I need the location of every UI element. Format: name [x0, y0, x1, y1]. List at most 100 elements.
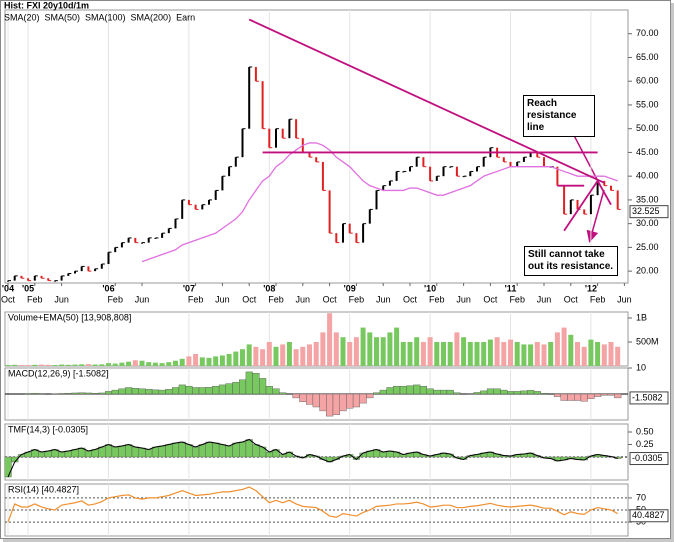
macd-bar [178, 384, 186, 395]
panel-border [4, 9, 629, 284]
volume-bar [166, 362, 172, 366]
value-label: -0.0305 [632, 453, 663, 463]
macd-bar [272, 388, 280, 395]
volume-bar [340, 337, 346, 366]
volume-bar [575, 342, 580, 366]
macd-bar [205, 387, 213, 395]
volume-bar [85, 364, 91, 366]
panel-title: Volume+EMA(50) [13,908,808] [8, 312, 131, 322]
y-tick-label: 70.00 [636, 28, 659, 38]
volume-bar [79, 364, 85, 366]
macd-bar [480, 390, 488, 395]
macd-bar [218, 384, 227, 395]
x-tick-label: Feb [509, 294, 525, 304]
volume-bar [508, 339, 513, 366]
volume-bar [608, 342, 614, 366]
macd-bar [493, 388, 501, 395]
volume-bar [273, 346, 279, 366]
tmf-bar [84, 450, 92, 458]
macd-bar [352, 393, 361, 408]
volume-bar [434, 342, 440, 366]
tmf-bar [98, 446, 106, 458]
x-year-label: '12 [585, 283, 597, 293]
volume-bar [494, 337, 500, 366]
tmf-bar [71, 449, 79, 458]
volume-bar [447, 342, 453, 366]
volume-bar [179, 358, 185, 366]
volume-bar [173, 360, 178, 366]
tmf-bar [238, 441, 247, 458]
macd-bar [339, 393, 347, 412]
annotation: Still cannot take out its resistance. [524, 246, 618, 276]
x-tick-label: Jun [537, 294, 552, 304]
volume-bar [394, 327, 400, 366]
macd-bar [192, 387, 200, 395]
x-tick-label: Jun [376, 294, 391, 304]
volume-bar [52, 365, 58, 366]
macd-bar [238, 379, 247, 395]
macd-bar [185, 386, 193, 395]
volume-bar [501, 342, 507, 366]
volume-bar [226, 354, 232, 366]
y-tick-label: 65.00 [636, 52, 659, 62]
volume-bar [568, 334, 574, 366]
macd-bar [574, 393, 582, 401]
y-tick-label: 70 [636, 492, 646, 502]
volume-bar [72, 364, 78, 366]
x-year-label: '05 [22, 283, 34, 293]
volume-bar [581, 346, 587, 366]
tmf-bar [252, 444, 260, 458]
macd-bar [326, 393, 334, 417]
volume-bar [461, 337, 467, 366]
volume-bar [240, 349, 245, 366]
volume-bar [333, 332, 339, 366]
volume-bar [246, 344, 252, 366]
value-box [629, 452, 669, 466]
macd-bar [279, 392, 287, 395]
macd-bar [319, 393, 327, 412]
legend-entry: SMA(50) [45, 12, 81, 22]
volume-bar [18, 365, 24, 366]
macd-bar [440, 389, 448, 395]
macd-bar [312, 393, 320, 408]
volume-bar [327, 313, 333, 366]
legend-entry: SMA(100) [85, 12, 126, 22]
legend-entry: SMA(200) [131, 12, 172, 22]
tmf-bar [131, 446, 139, 458]
x-tick-label: Jun [296, 294, 311, 304]
tmf-bar [225, 445, 233, 458]
y-tick-label: 40.00 [636, 171, 659, 181]
volume-bar [219, 355, 225, 366]
tmf-bar [138, 447, 146, 458]
y-tick-label: 30.00 [636, 218, 659, 228]
volume-bar [280, 344, 286, 366]
macd-bar [292, 393, 300, 399]
macd-bar [151, 389, 160, 395]
macd-bar [386, 387, 394, 395]
legend-entry: Earn [176, 12, 195, 22]
volume-bar [293, 349, 299, 366]
y-tick-label: 0.25 [636, 439, 654, 449]
value-label: 40.4827 [632, 510, 665, 520]
value-label: -1.5082 [632, 392, 663, 402]
y-tick-label: 35.00 [636, 194, 659, 204]
y-tick-label: 50.00 [636, 123, 659, 133]
tmf-bar [151, 446, 160, 458]
macd-bar [138, 388, 146, 395]
y-tick-label: 25.00 [636, 242, 659, 252]
volume-bar [481, 342, 487, 366]
volume-bar [441, 342, 446, 366]
volume-bar [119, 362, 125, 366]
volume-bar [514, 342, 520, 366]
x-year-label: '07 [183, 283, 195, 293]
macd-bar [433, 389, 441, 395]
volume-bar [307, 344, 312, 366]
tmf-bar [125, 444, 133, 458]
legend-entry: SMA(20) [4, 12, 40, 22]
tmf-bar [192, 446, 200, 458]
volume-bar [300, 346, 306, 366]
volume-bar [561, 327, 567, 366]
volume-bar [615, 346, 621, 366]
x-tick-label: Feb [107, 294, 123, 304]
tmf-bar [185, 444, 193, 458]
